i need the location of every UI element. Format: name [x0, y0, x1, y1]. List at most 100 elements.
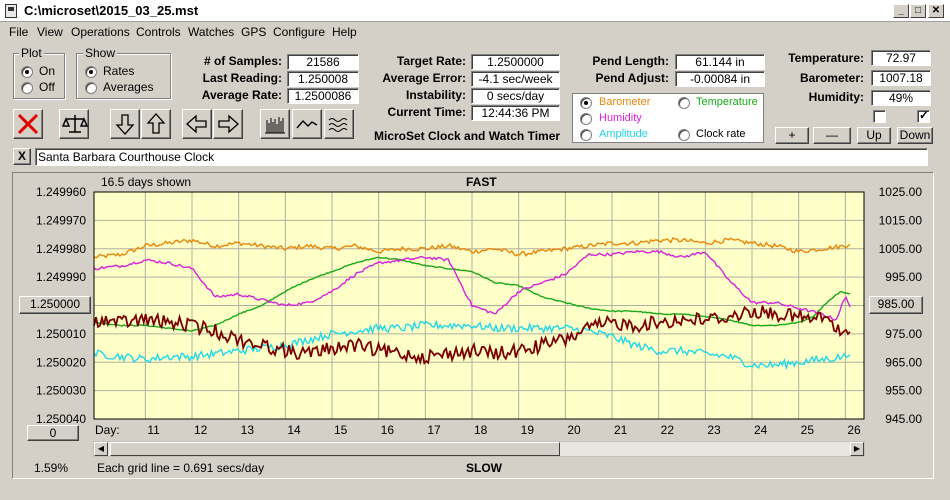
- show-group-title: Show: [83, 46, 118, 60]
- sensor-options-box: [572, 93, 764, 143]
- menu-controls[interactable]: Controls: [136, 25, 181, 39]
- clock-rate-radio[interactable]: [678, 129, 690, 141]
- scale-minus-button[interactable]: —: [813, 127, 851, 144]
- pend-length-value: 61.144 in: [675, 54, 765, 70]
- average-rate-label: Average Rate:: [201, 88, 282, 102]
- time-scrollbar[interactable]: ◀ ▶: [93, 441, 865, 457]
- humidity-option-label[interactable]: Humidity: [599, 112, 642, 124]
- line-chart-icon: [296, 119, 318, 129]
- title-bar: C:\microset\2015_03_25.mst _ □ ✕: [0, 0, 950, 22]
- clock-name-field[interactable]: Santa Barbara Courthouse Clock: [35, 148, 928, 166]
- show-averages-radio[interactable]: [85, 82, 97, 94]
- samples-value: 21586: [287, 54, 359, 70]
- barometer-option-label[interactable]: Barometer: [599, 96, 651, 108]
- wave-plot-button[interactable]: [324, 109, 354, 139]
- clear-clock-button[interactable]: X: [13, 148, 31, 165]
- menu-configure[interactable]: Configure: [273, 25, 326, 39]
- y-right-tick-label: 975.00: [885, 327, 922, 341]
- arrow-down-icon: [115, 114, 135, 135]
- y-left-tick-label: 1.250040: [36, 412, 86, 426]
- delete-button[interactable]: [13, 109, 43, 139]
- scroll-right-arrow[interactable]: ▶: [850, 442, 864, 456]
- average-rate-value: 1.2500086: [287, 88, 359, 104]
- red-x-icon: [17, 113, 39, 135]
- x-tick-label: 13: [241, 423, 255, 437]
- menu-help[interactable]: Help: [332, 25, 357, 39]
- right-arrow-button[interactable]: [213, 109, 243, 139]
- right-checkbox[interactable]: [917, 108, 930, 123]
- humidity-radio[interactable]: [580, 113, 592, 125]
- left-arrow-button[interactable]: [182, 109, 212, 139]
- fast-label: FAST: [466, 175, 497, 189]
- down-arrow-button[interactable]: [110, 109, 140, 139]
- pend-adjust-value: -0.00084 in: [675, 71, 765, 87]
- maximize-button[interactable]: □: [910, 4, 926, 18]
- y-right-tick-label: 995.00: [885, 270, 922, 284]
- series-line-amplitude: [93, 319, 851, 371]
- menu-view[interactable]: View: [37, 25, 63, 39]
- right-axis-center-button[interactable]: 985.00: [869, 296, 923, 314]
- line-plot-button[interactable]: [292, 109, 322, 139]
- temperature-radio[interactable]: [678, 97, 690, 109]
- y-right-tick-label: 945.00: [885, 412, 922, 426]
- arrow-up-icon: [146, 113, 166, 134]
- current-time-label: Current Time:: [387, 105, 466, 119]
- scale-plus-button[interactable]: +: [775, 127, 809, 144]
- menu-file[interactable]: File: [9, 25, 29, 39]
- app-subtitle: MicroSet Clock and Watch Timer: [374, 129, 561, 143]
- amplitude-radio[interactable]: [580, 129, 592, 141]
- balance-button[interactable]: [59, 109, 89, 139]
- zero-button[interactable]: 0: [27, 425, 79, 441]
- app-icon[interactable]: [5, 4, 17, 18]
- scale-up-button[interactable]: Up: [857, 127, 891, 144]
- y-right-tick-label: 1025.00: [879, 185, 923, 199]
- x-tick-label: 16: [381, 423, 395, 437]
- show-rates-label[interactable]: Rates: [103, 64, 135, 78]
- humidity-value: 49%: [871, 90, 931, 106]
- show-averages-label[interactable]: Averages: [103, 80, 154, 94]
- clock-rate-option-label[interactable]: Clock rate: [696, 128, 746, 140]
- menu-operations[interactable]: Operations: [71, 25, 130, 39]
- pend-length-label: Pend Length:: [592, 54, 669, 68]
- x-tick-label: 18: [474, 423, 488, 437]
- series-line-humidity: [93, 249, 851, 321]
- x-tick-label: 15: [334, 423, 348, 437]
- plot-on-radio[interactable]: [21, 66, 33, 78]
- bar-plot-button[interactable]: [260, 109, 290, 139]
- up-arrow-button[interactable]: [141, 109, 171, 139]
- x-tick-label: 19: [521, 423, 535, 437]
- average-error-value: -4.1 sec/week: [471, 71, 560, 87]
- x-tick-label: 12: [194, 423, 208, 437]
- plot-off-label[interactable]: Off: [39, 80, 55, 94]
- show-rates-radio[interactable]: [85, 66, 97, 78]
- close-window-button[interactable]: ✕: [928, 4, 944, 18]
- menu-watches[interactable]: Watches: [188, 25, 235, 39]
- plot-off-radio[interactable]: [21, 82, 33, 94]
- x-tick-label: 20: [567, 423, 581, 437]
- x-tick-label: 21: [614, 423, 628, 437]
- barometer-radio[interactable]: [580, 97, 592, 109]
- amplitude-option-label[interactable]: Amplitude: [599, 128, 648, 140]
- plot-on-label[interactable]: On: [39, 64, 56, 78]
- x-tick-label: 11: [147, 423, 160, 437]
- instability-value: 0 secs/day: [471, 88, 560, 104]
- minimize-button[interactable]: _: [893, 4, 909, 18]
- left-checkbox[interactable]: [873, 110, 886, 123]
- scroll-thumb[interactable]: [110, 442, 560, 456]
- last-reading-value: 1.250008: [287, 71, 359, 87]
- temperature-option-label[interactable]: Temperature: [696, 96, 758, 108]
- slow-label: SLOW: [466, 461, 502, 475]
- left-axis-center-button[interactable]: 1.250000: [19, 296, 91, 314]
- temperature-value: 72.97: [871, 50, 931, 66]
- target-rate-label: Target Rate:: [396, 54, 466, 68]
- scroll-left-arrow[interactable]: ◀: [94, 442, 108, 456]
- x-tick-label: 26: [847, 423, 861, 437]
- y-left-tick-label: 1.249960: [36, 185, 86, 199]
- y-right-tick-label: 1015.00: [879, 213, 923, 227]
- instability-label: Instability:: [405, 88, 466, 102]
- y-right-tick-label: 965.00: [885, 355, 922, 369]
- scale-down-button[interactable]: Down: [897, 127, 933, 144]
- menu-gps[interactable]: GPS: [241, 25, 267, 39]
- grid-note-label: Each grid line = 0.691 secs/day: [97, 461, 265, 475]
- series-line-temperature: [93, 256, 851, 332]
